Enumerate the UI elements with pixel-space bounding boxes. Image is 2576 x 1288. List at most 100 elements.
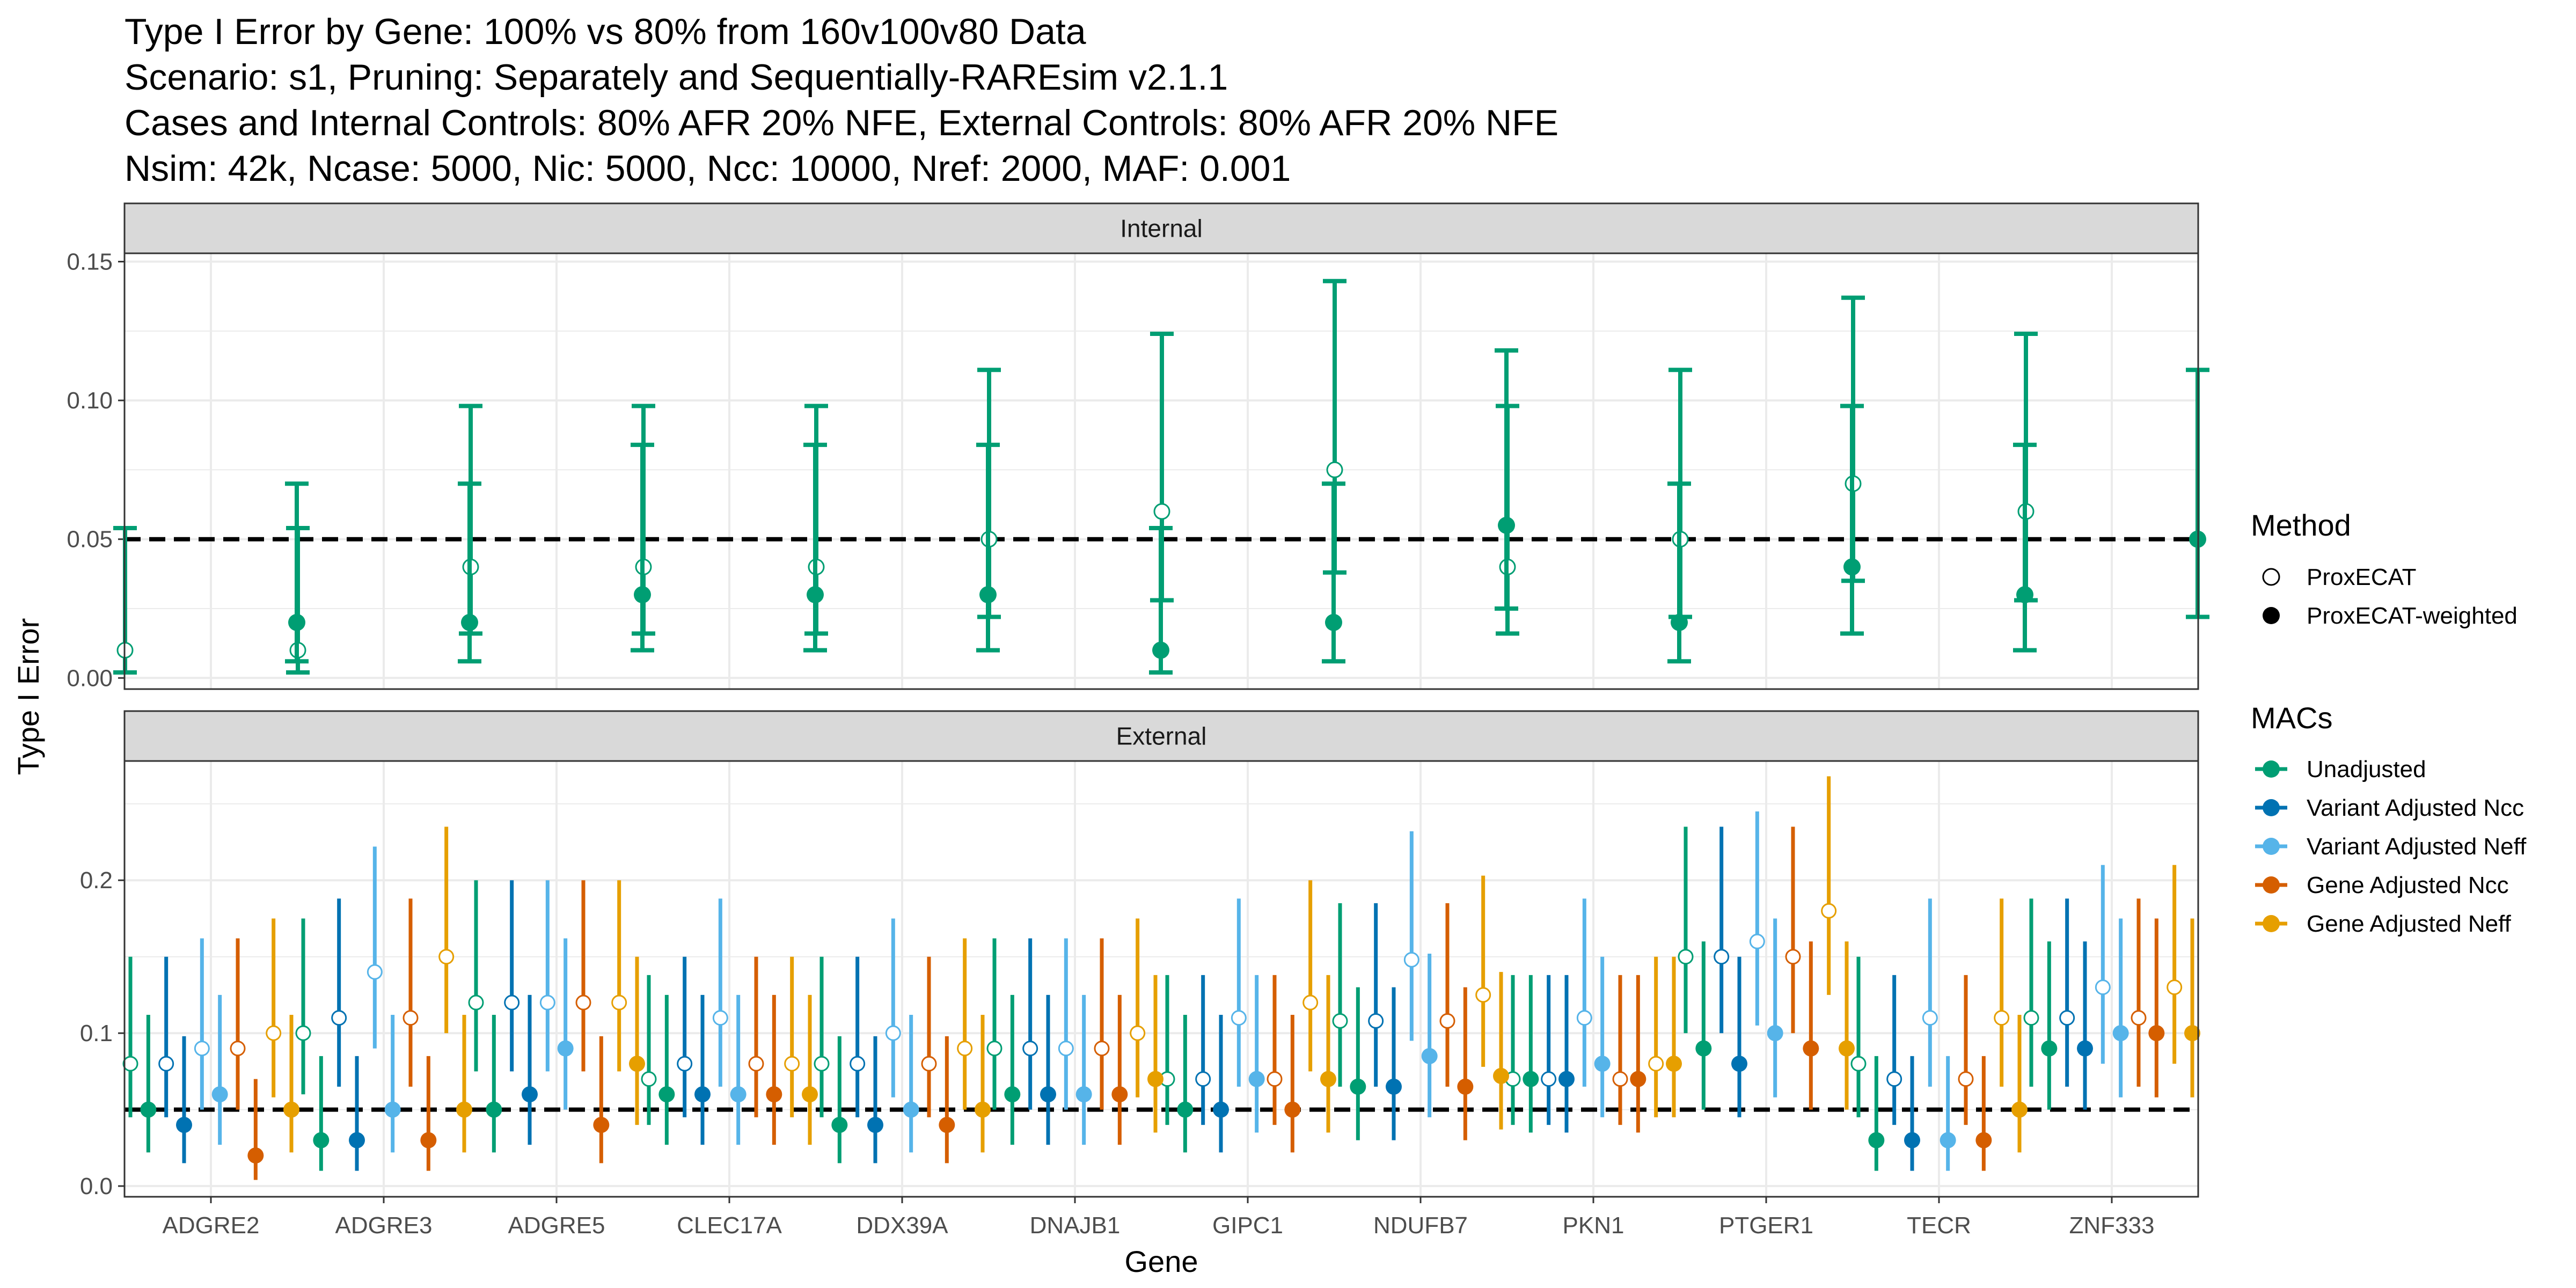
data-point-open <box>1821 903 1837 919</box>
data-point-open <box>2059 1010 2075 1026</box>
legend: Method ProxECAT ProxECAT-weighted MACs Unadj… <box>2251 508 2527 937</box>
panel-border <box>123 252 2199 690</box>
series-gene-adjusted-ncc-proxecat-weighted <box>247 918 2165 1180</box>
x-axis-title: Gene <box>1125 1245 1198 1278</box>
data-point-filled <box>1350 1078 1366 1095</box>
data-point-filled <box>802 1086 818 1103</box>
series-gene-adjusted-neff-proxecat <box>266 776 2183 1117</box>
data-point-filled <box>1213 1101 1229 1118</box>
data-point-filled <box>313 1132 330 1148</box>
data-point-open <box>468 994 484 1011</box>
data-point-filled <box>1284 1101 1301 1118</box>
data-point-filled <box>1868 1132 1885 1148</box>
data-point-open <box>1332 1013 1348 1029</box>
y-tick-label: 0.10 <box>67 387 113 414</box>
data-point-filled <box>1731 1056 1747 1072</box>
x-tick-label: ADGRE2 <box>163 1212 260 1239</box>
series-unadjusted-proxecat-weighted <box>140 941 2058 1171</box>
series-variant-adjusted-neff-proxecat-weighted <box>211 918 2129 1171</box>
data-point-open <box>1785 949 1801 965</box>
data-point-filled <box>939 1117 955 1133</box>
data-point-open <box>1439 1013 1455 1029</box>
data-point-filled <box>694 1086 711 1103</box>
data-point-filled <box>140 1101 157 1118</box>
legend-key-filled-circle <box>2263 607 2280 624</box>
data-point-open <box>641 1071 657 1087</box>
data-point-open <box>1714 949 1730 965</box>
data-point-filled <box>2016 586 2033 604</box>
data-point-open <box>814 1056 830 1072</box>
data-point-open <box>194 1041 210 1057</box>
title-line-2: Scenario: s1, Pruning: Separately and Se… <box>125 57 1228 98</box>
data-point-open <box>748 1056 764 1072</box>
legend-method-label: ProxECAT <box>2307 564 2417 590</box>
data-point-filled <box>975 1101 991 1118</box>
data-point-open <box>1130 1025 1146 1041</box>
data-point-open <box>1541 1071 1557 1087</box>
data-point-filled <box>420 1132 437 1148</box>
y-tick-label: 0.00 <box>67 665 113 691</box>
x-axis: ADGRE2 ADGRE3 ADGRE5 CLEC17A DDX39A DNAJB1 GIP… <box>163 1197 2154 1239</box>
legend-key-point <box>2263 760 2280 778</box>
data-point-open <box>1094 1041 1110 1057</box>
data-point-filled <box>211 1086 228 1103</box>
data-point-open <box>677 1056 693 1072</box>
data-point-filled <box>1075 1086 1092 1103</box>
title-line-3: Cases and Internal Controls: 80% AFR 20%… <box>125 103 1558 143</box>
data-point-open <box>1368 1013 1384 1029</box>
data-point-open <box>158 1056 174 1072</box>
data-point-filled <box>1325 613 1342 631</box>
x-tick-label: ADGRE5 <box>508 1212 605 1239</box>
data-point-open <box>438 949 455 965</box>
data-point-open <box>2095 979 2111 996</box>
data-point-open <box>295 1025 311 1041</box>
data-point-filled <box>2184 1025 2200 1042</box>
legend-mac-label: Unadjusted <box>2307 756 2426 782</box>
data-point-open <box>1886 1071 1902 1087</box>
data-point-filled <box>629 1056 645 1072</box>
data-point-open <box>611 994 627 1011</box>
data-point-filled <box>979 586 997 604</box>
legend-key-point <box>2263 876 2280 894</box>
data-point-filled <box>522 1086 538 1103</box>
data-point-filled <box>486 1101 502 1118</box>
data-point-open <box>1994 1010 2010 1026</box>
data-point-filled <box>2112 1025 2129 1042</box>
data-point-filled <box>1457 1078 1474 1095</box>
data-point-open <box>1403 952 1419 968</box>
data-point-filled <box>730 1086 747 1103</box>
panel-external: External 0.0 0.1 0.2 <box>80 710 2200 1199</box>
facet-strip-label: Internal <box>1120 215 1202 243</box>
data-point-open <box>784 1056 800 1072</box>
data-point-filled <box>658 1086 675 1103</box>
data-point-open <box>122 1056 138 1072</box>
title-line-1: Type I Error by Gene: 100% vs 80% from 1… <box>125 11 1086 52</box>
data-point-open <box>986 1041 1002 1057</box>
legend-mac-label: Gene Adjusted Neff <box>2307 911 2512 937</box>
legend-key-point <box>2263 838 2280 855</box>
facet-strip <box>123 202 2199 254</box>
data-point-filled <box>903 1101 919 1118</box>
data-point-open <box>539 994 555 1011</box>
y-tick-label: 0.15 <box>67 249 113 275</box>
data-point-filled <box>1248 1071 1265 1087</box>
data-point-filled <box>1695 1040 1712 1057</box>
data-point-filled <box>1147 1071 1163 1087</box>
panels-layer: Internal 0.00 0.05 0.10 0.15 External 0.0 0.1 0.… <box>67 202 2209 1239</box>
data-point-filled <box>1523 1071 1539 1087</box>
data-point-filled <box>1975 1132 1992 1148</box>
legend-mac-label: Variant Adjusted Ncc <box>2307 795 2524 821</box>
series-unadjusted-proxecat-weighted <box>285 348 2209 675</box>
data-point-filled <box>1839 1040 1855 1057</box>
data-point-open <box>1231 1010 1247 1026</box>
legend-mac-label: Gene Adjusted Ncc <box>2307 872 2509 898</box>
data-point-filled <box>766 1086 782 1103</box>
data-point-open <box>1302 994 1319 1011</box>
legend-macs-title: MACs <box>2251 701 2332 735</box>
data-point-filled <box>1152 641 1169 659</box>
data-point-filled <box>1666 1056 1682 1072</box>
data-point-open <box>850 1056 866 1072</box>
data-point-filled <box>1320 1071 1336 1087</box>
data-point-open <box>1326 461 1343 478</box>
